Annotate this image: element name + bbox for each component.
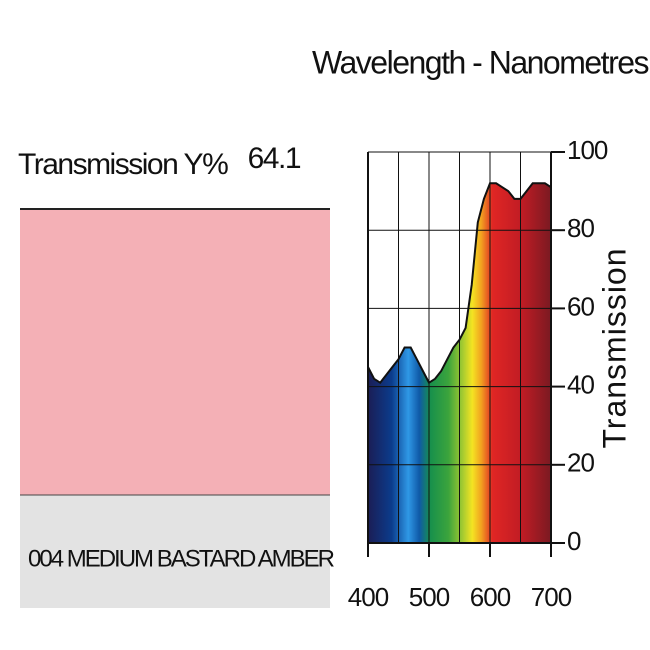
transmission-line	[367, 182, 552, 385]
y-axis-label: Transmission	[596, 247, 632, 448]
x-tick-label: 700	[531, 582, 572, 612]
x-tick-label: 600	[470, 582, 511, 612]
color-swatch	[20, 208, 330, 495]
name-box	[20, 495, 330, 608]
y-tick-label: 20	[567, 448, 594, 478]
filter-name: 004 MEDIUM BASTARD AMBER	[28, 545, 335, 572]
transmission-value: 64.1	[248, 142, 301, 175]
chart-title: Wavelength - Nanometres	[312, 44, 649, 80]
y-tick-label: 100	[567, 135, 608, 165]
x-tick-label: 400	[348, 582, 389, 612]
x-tick-label: 500	[409, 582, 450, 612]
y-tick-label: 80	[567, 213, 594, 243]
transmission-label: Transmission Y%	[18, 148, 228, 181]
y-tick-label: 0	[567, 526, 581, 556]
y-tick-label: 60	[567, 291, 594, 321]
y-tick-label: 40	[567, 369, 594, 399]
